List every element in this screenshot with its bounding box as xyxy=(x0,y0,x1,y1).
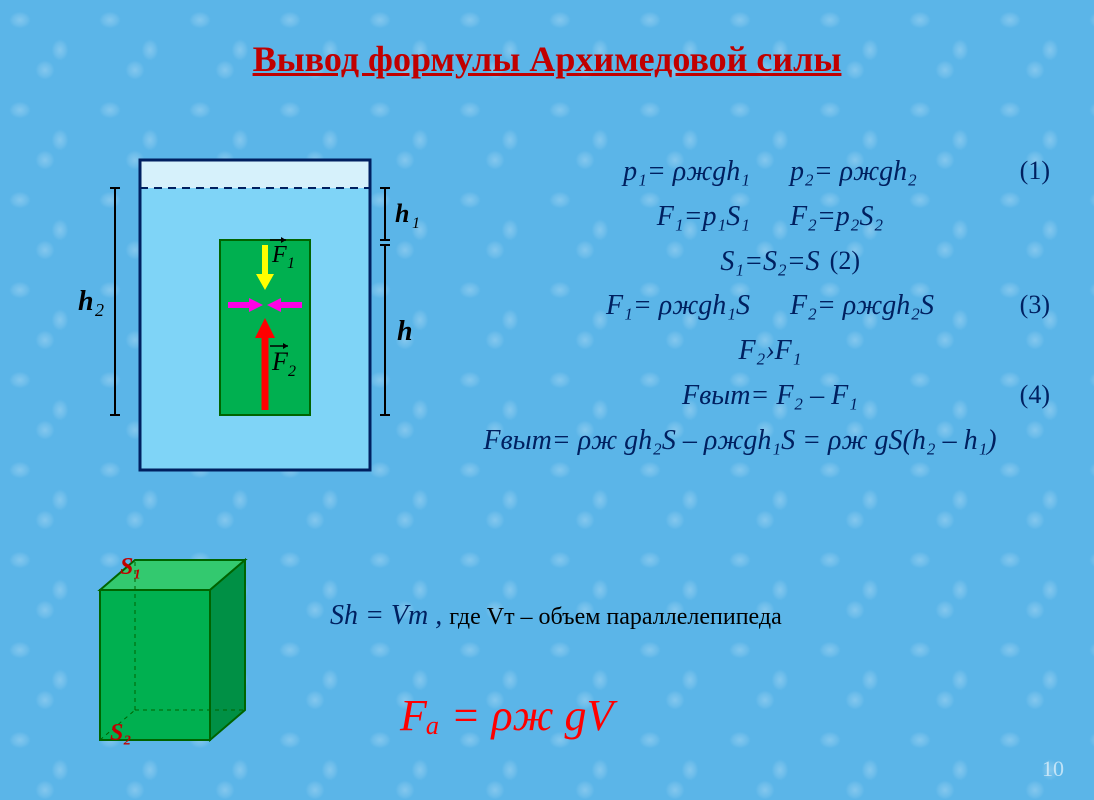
eqnum-2: (2) xyxy=(830,240,860,282)
sh-eq: Sh = Vт , xyxy=(330,600,442,631)
formula-row-2: F₁=p₁S₁ F₂=p₂S₂ xyxy=(480,195,1060,240)
beaker-diagram: F 1 F 2 h 2 h xyxy=(60,150,400,490)
svg-text:2: 2 xyxy=(95,300,104,320)
page-number: 10 xyxy=(1042,756,1064,782)
formula-row-7: Fвыт= ρж gh₂S – ρжgh₁S = ρж gS(h₂ – h₁) xyxy=(420,419,1060,464)
formula-f2ps: F₂=p₂S₂ xyxy=(790,195,883,240)
formula-row-6: Fвыт= F₂ – F₁ (4) xyxy=(480,374,1060,419)
svg-text:h: h xyxy=(397,316,413,347)
eqnum-1: (1) xyxy=(1020,150,1050,192)
formula-fvyt: Fвыт= F₂ – F₁ xyxy=(682,374,858,419)
formulas-block: p₁= ρжgh₁ p₂= ρжgh₂ (1) F₁=p₁S₁ F₂=p₂S₂ … xyxy=(480,150,1060,464)
svg-text:F: F xyxy=(271,242,287,268)
eqnum-4: (4) xyxy=(1020,374,1050,416)
formula-f2-full: F₂= ρжgh₂S xyxy=(790,284,934,329)
sh-note: где Vт – объем параллелепипеда xyxy=(449,604,782,630)
formula-s-eq: S₁=S₂=S xyxy=(720,240,819,285)
formula-p2: p₂= ρжgh₂ xyxy=(790,150,917,195)
cube-svg xyxy=(80,540,270,760)
formula-f1ps: F₁=p₁S₁ xyxy=(657,195,750,240)
formula-p1: p₁= ρжgh₁ xyxy=(623,150,750,195)
slide-title: Вывод формулы Архимедовой силы xyxy=(0,38,1094,80)
formula-f2-gt-f1: F₂›F₁ xyxy=(739,329,802,374)
formula-fvyt-expanded: Fвыт= ρж gh₂S – ρжgh₁S = ρж gS(h₂ – h₁) xyxy=(483,419,996,464)
sh-line: Sh = Vт , где Vт – объем параллелепипеда xyxy=(330,600,782,632)
cube-s1-label: S₁ xyxy=(120,554,142,581)
eqnum-3: (3) xyxy=(1020,284,1050,326)
svg-text:F: F xyxy=(271,347,289,376)
final-formula: Fₐ = ρж gV xyxy=(400,690,613,741)
svg-text:2: 2 xyxy=(288,363,296,380)
formula-row-4: F₁= ρжgh₁S F₂= ρжgh₂S (3) xyxy=(480,284,1060,329)
beaker-svg: F 1 F 2 h 2 h xyxy=(60,150,420,510)
svg-text:1: 1 xyxy=(287,255,295,272)
svg-text:h: h xyxy=(395,199,409,228)
svg-text:h: h xyxy=(78,286,94,317)
formula-f1-full: F₁= ρжgh₁S xyxy=(606,284,750,329)
formula-row-1: p₁= ρжgh₁ p₂= ρжgh₂ (1) xyxy=(480,150,1060,195)
formula-row-5: F₂›F₁ xyxy=(480,329,1060,374)
formula-row-3: S₁=S₂=S (2) xyxy=(480,240,1060,285)
cube-s2-label: S₂ xyxy=(110,720,132,747)
cube-diagram: S₁ S₂ xyxy=(80,540,270,760)
svg-text:1: 1 xyxy=(412,215,420,232)
slide: Вывод формулы Архимедовой силы F 1 xyxy=(0,0,1094,800)
